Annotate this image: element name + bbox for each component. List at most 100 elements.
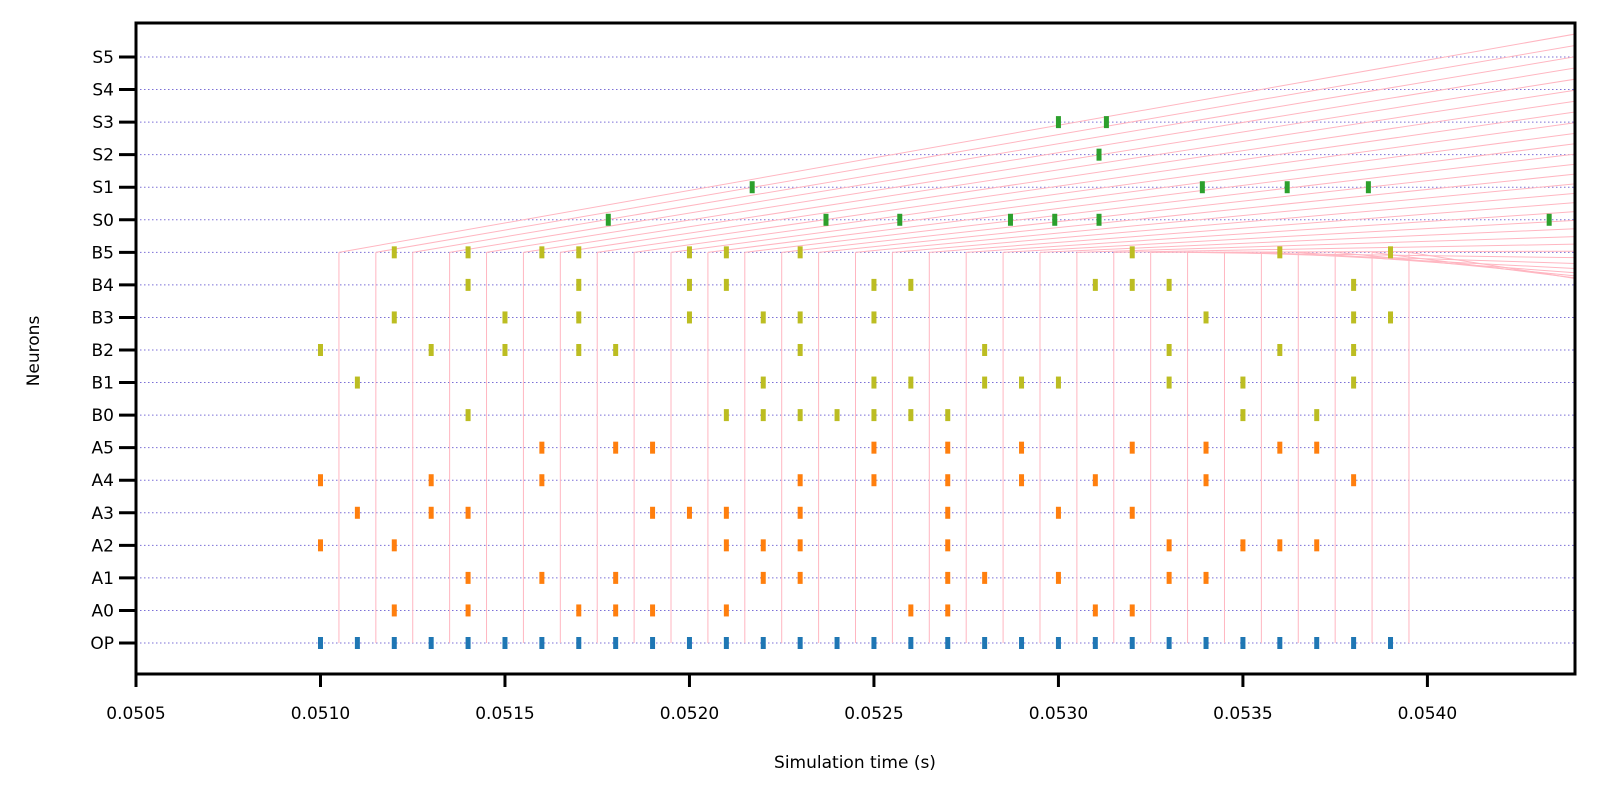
axis-layer: OPA0A1A2A3A4A5B0B1B2B3B4B5S0S1S2S3S4S50.… xyxy=(90,23,1575,724)
spike-op xyxy=(318,637,323,649)
spike-b1 xyxy=(1351,377,1356,389)
fan-lines xyxy=(339,0,1600,341)
spike-a1 xyxy=(1056,572,1061,584)
spike-a0 xyxy=(945,604,950,616)
spike-a3 xyxy=(650,507,655,519)
spike-b0 xyxy=(761,409,766,421)
spike-s3 xyxy=(1104,116,1109,128)
spike-b2 xyxy=(613,344,618,356)
y-tick-label: B3 xyxy=(92,308,114,328)
spike-a0 xyxy=(466,604,471,616)
spike-s0 xyxy=(1547,214,1552,226)
x-tick-label: 0.0520 xyxy=(660,704,719,724)
spike-b5 xyxy=(1388,246,1393,258)
x-tick-label: 0.0525 xyxy=(844,704,903,724)
spike-op xyxy=(1388,637,1393,649)
spike-a5 xyxy=(613,442,618,454)
y-tick-label: A3 xyxy=(92,504,114,524)
spike-op xyxy=(1277,637,1282,649)
spike-b2 xyxy=(576,344,581,356)
spike-op xyxy=(761,637,766,649)
spike-b2 xyxy=(982,344,987,356)
spike-s0 xyxy=(897,214,902,226)
spike-a5 xyxy=(945,442,950,454)
spike-s0 xyxy=(1008,214,1013,226)
spike-a4 xyxy=(1019,474,1024,486)
spike-op xyxy=(1093,637,1098,649)
spike-a3 xyxy=(1130,507,1135,519)
y-tick-label: A2 xyxy=(92,536,114,556)
spike-b4 xyxy=(1093,279,1098,291)
y-tick-label: S2 xyxy=(92,146,114,166)
spike-a5 xyxy=(1204,442,1209,454)
y-tick-label: A4 xyxy=(92,471,114,491)
spike-op xyxy=(982,637,987,649)
spike-b5 xyxy=(798,246,803,258)
spike-b2 xyxy=(318,344,323,356)
spike-a1 xyxy=(761,572,766,584)
spike-a2 xyxy=(761,539,766,551)
spike-b3 xyxy=(687,311,692,323)
spike-b5 xyxy=(576,246,581,258)
x-tick-label: 0.0530 xyxy=(1029,704,1088,724)
spike-b3 xyxy=(502,311,507,323)
spike-a1 xyxy=(982,572,987,584)
spike-b2 xyxy=(1351,344,1356,356)
spike-op xyxy=(576,637,581,649)
spike-a3 xyxy=(429,507,434,519)
spike-op xyxy=(502,637,507,649)
spike-s0 xyxy=(1052,214,1057,226)
spike-b5 xyxy=(687,246,692,258)
y-tick-label: S1 xyxy=(92,178,114,198)
spike-b5 xyxy=(1130,246,1135,258)
spike-a3 xyxy=(945,507,950,519)
spike-b1 xyxy=(1056,377,1061,389)
spike-op xyxy=(871,637,876,649)
fan-line xyxy=(745,107,1600,253)
spike-a4 xyxy=(1351,474,1356,486)
y-tick-label: S3 xyxy=(92,113,114,133)
connection-layer xyxy=(339,0,1600,643)
x-tick-label: 0.0510 xyxy=(291,704,350,724)
x-axis-label: Simulation time (s) xyxy=(774,753,936,773)
spike-a2 xyxy=(1240,539,1245,551)
y-tick-label: B0 xyxy=(92,406,114,426)
spike-a0 xyxy=(908,604,913,616)
spike-op xyxy=(1314,637,1319,649)
y-tick-label: B4 xyxy=(92,276,114,296)
spike-b3 xyxy=(576,311,581,323)
spike-op xyxy=(724,637,729,649)
fan-line xyxy=(450,3,1600,253)
spike-b1 xyxy=(1167,377,1172,389)
spike-a5 xyxy=(1019,442,1024,454)
spike-a3 xyxy=(1056,507,1061,519)
spike-b4 xyxy=(871,279,876,291)
spike-a0 xyxy=(724,604,729,616)
spike-b3 xyxy=(392,311,397,323)
spike-b1 xyxy=(355,377,360,389)
spike-b0 xyxy=(1314,409,1319,421)
spike-b0 xyxy=(724,409,729,421)
spike-op xyxy=(1204,637,1209,649)
spike-a0 xyxy=(613,604,618,616)
spike-a4 xyxy=(539,474,544,486)
spike-op xyxy=(539,637,544,649)
spike-op xyxy=(613,637,618,649)
spike-a0 xyxy=(1093,604,1098,616)
y-tick-label: A5 xyxy=(92,439,114,459)
spike-a2 xyxy=(318,539,323,551)
spike-b0 xyxy=(908,409,913,421)
spike-b2 xyxy=(429,344,434,356)
fan-line xyxy=(634,68,1600,253)
y-tick-label: B5 xyxy=(92,243,114,263)
spike-b4 xyxy=(908,279,913,291)
spike-s0 xyxy=(1097,214,1102,226)
spike-a2 xyxy=(392,539,397,551)
spike-a0 xyxy=(576,604,581,616)
y-tick-label: OP xyxy=(90,634,114,654)
spike-op xyxy=(1240,637,1245,649)
spike-s1 xyxy=(1200,181,1205,193)
spike-a2 xyxy=(724,539,729,551)
